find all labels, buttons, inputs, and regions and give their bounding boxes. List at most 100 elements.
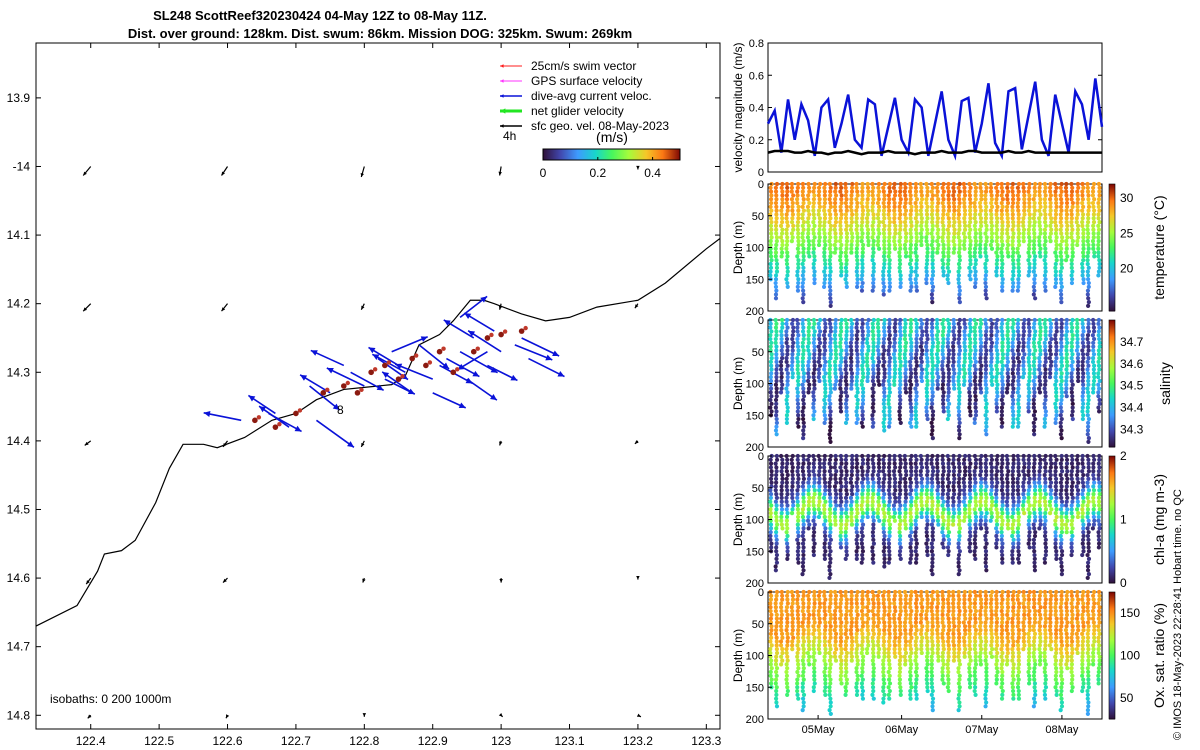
- section-data-point: [833, 216, 839, 221]
- section-data-point: [881, 507, 886, 512]
- track-point: [498, 331, 504, 338]
- section-data-point: [994, 185, 999, 190]
- section-data-point: [811, 200, 816, 206]
- section-data-point: [984, 568, 989, 573]
- section-colorbar-cell: [1109, 276, 1115, 278]
- section-data-point: [817, 197, 822, 202]
- section-data-point: [1097, 397, 1102, 403]
- legend-note: 4h: [503, 129, 516, 143]
- section-data-point: [994, 223, 999, 229]
- section-data-point: [924, 503, 929, 508]
- section-data-point: [1053, 265, 1058, 270]
- section-data-point: [1043, 390, 1048, 395]
- section-data-point: [1010, 181, 1016, 187]
- colorbar-cell: [574, 149, 576, 160]
- section-data-point: [946, 461, 951, 466]
- section-data-point: [930, 503, 935, 508]
- section-data-point: [849, 469, 854, 474]
- section-data-point: [866, 344, 871, 349]
- section-data-point: [967, 336, 973, 342]
- section-data-point: [848, 356, 854, 361]
- section-data-point: [854, 265, 860, 270]
- section-data-point: [795, 329, 800, 334]
- section-data-point: [968, 541, 973, 546]
- section-data-point: [780, 476, 785, 481]
- section-data-point: [1075, 208, 1080, 213]
- section-data-point: [1005, 250, 1011, 255]
- colorbar-cell: [593, 149, 595, 160]
- geo-velocity-arrow-head: [221, 171, 225, 176]
- section-data-point: [806, 250, 811, 255]
- section-data-point: [855, 261, 860, 267]
- section-data-point: [1058, 273, 1063, 278]
- section-data-point: [773, 246, 778, 251]
- section-data-point: [957, 428, 962, 433]
- section-data-point: [983, 344, 988, 349]
- section-data-point: [1021, 185, 1026, 190]
- section-data-point: [946, 549, 951, 554]
- section-data-point: [897, 265, 902, 270]
- section-data-point: [1091, 204, 1096, 209]
- colorbar-cell: [666, 149, 668, 160]
- section-data-point: [887, 329, 892, 334]
- section-data-point: [935, 356, 940, 361]
- section-data-point: [1038, 371, 1043, 376]
- section-data-point: [898, 545, 903, 550]
- section-data-point: [866, 453, 871, 459]
- section-data-point: [801, 336, 806, 342]
- section-colorbar-cell: [1109, 341, 1115, 343]
- section-data-point: [871, 522, 876, 527]
- section-data-point: [962, 484, 967, 489]
- section-data-point: [811, 220, 816, 225]
- section-data-point: [1042, 227, 1048, 232]
- section-colorbar-cell: [1109, 324, 1115, 326]
- section-data-point: [1085, 428, 1091, 433]
- section-data-point: [1075, 239, 1080, 244]
- section-data-point: [968, 258, 973, 263]
- section-data-point: [860, 258, 865, 263]
- section-colorbar-cell: [1109, 242, 1115, 244]
- section-data-point: [769, 472, 774, 478]
- section-data-point: [881, 356, 886, 361]
- section-colorbar-cell: [1109, 421, 1115, 423]
- section-data-point: [908, 363, 913, 368]
- section-data-point: [935, 453, 940, 459]
- section-data-point: [1058, 405, 1063, 410]
- section-data-point: [1053, 181, 1058, 187]
- section-data-point: [930, 560, 935, 565]
- section-data-point: [811, 333, 817, 338]
- section-data-point: [999, 250, 1004, 255]
- section-data-point: [800, 321, 805, 326]
- section-data-point: [962, 216, 967, 221]
- section-data-point: [785, 394, 790, 399]
- section-data-point: [870, 394, 875, 399]
- section-data-point: [930, 390, 935, 395]
- section-data-point: [1053, 371, 1059, 376]
- section-data-point: [870, 193, 875, 198]
- section-data-point: [801, 348, 806, 353]
- section-data-point: [995, 254, 1000, 259]
- section-data-point: [860, 386, 866, 391]
- section-data-point: [791, 329, 796, 334]
- section-data-point: [871, 359, 876, 365]
- section-colorbar-cell: [1109, 267, 1115, 269]
- section-data-point: [929, 397, 935, 403]
- section-data-point: [919, 378, 925, 384]
- section-data-point: [1006, 242, 1011, 248]
- section-data-point: [1042, 424, 1047, 429]
- section-data-point: [768, 526, 774, 531]
- section-data-point: [967, 401, 972, 406]
- section-data-point: [886, 378, 891, 384]
- section-data-point: [828, 476, 833, 481]
- section-data-point: [903, 254, 909, 259]
- section-data-point: [817, 231, 822, 236]
- section-data-point: [839, 197, 844, 202]
- section-data-point: [946, 541, 952, 546]
- section-colorbar-cell: [1109, 419, 1115, 421]
- section-colorbar-cell: [1109, 268, 1115, 270]
- section-data-point: [801, 265, 806, 270]
- section-data-point: [844, 371, 849, 376]
- section-data-point: [925, 522, 930, 527]
- section-data-point: [908, 480, 914, 485]
- section-colorbar-cell: [1109, 393, 1115, 395]
